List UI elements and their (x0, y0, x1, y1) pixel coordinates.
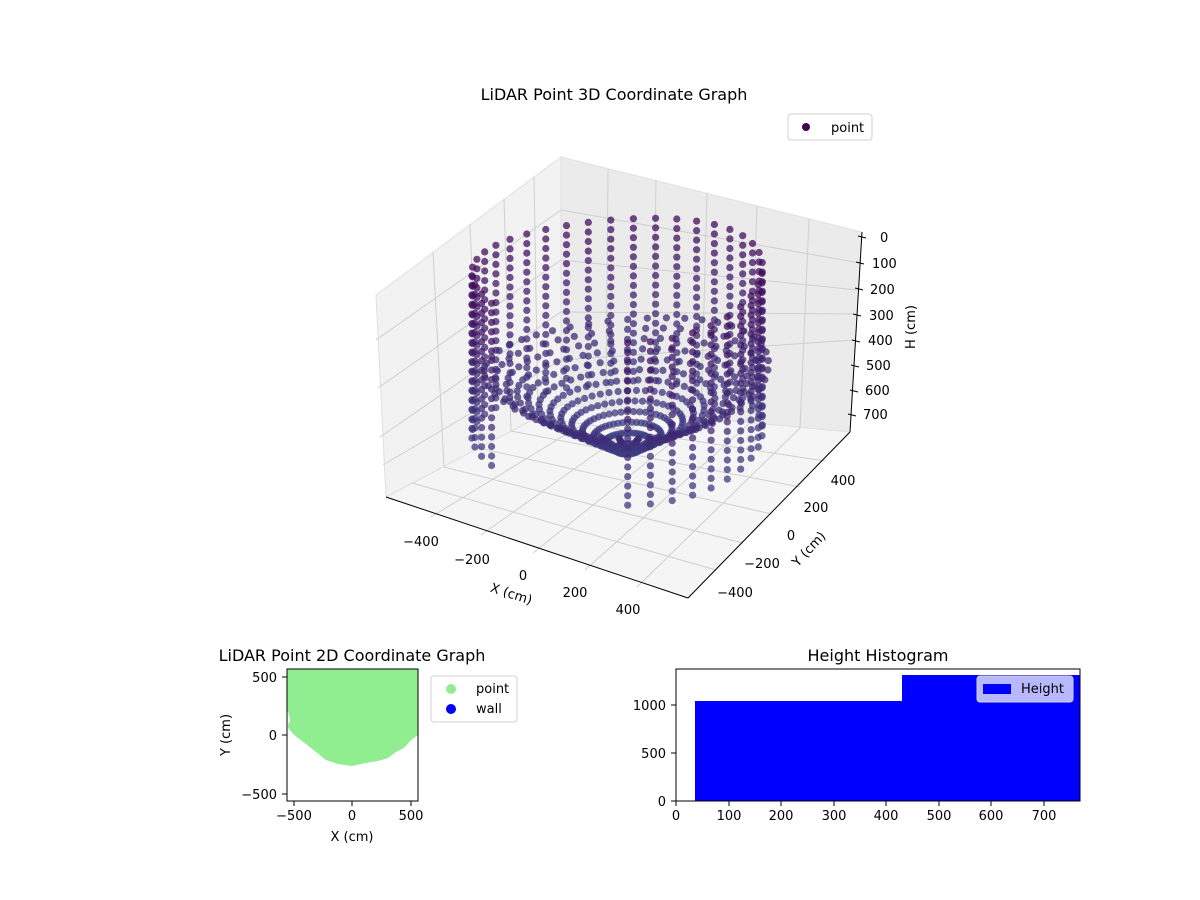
svg-text:−200: −200 (744, 557, 780, 572)
z-ticks (847, 235, 867, 417)
svg-text:1000: 1000 (633, 699, 666, 714)
svg-text:0: 0 (787, 529, 795, 544)
chart-2d: LiDAR Point 2D Coordinate Graph 500 0 −5… (219, 646, 518, 845)
chart-2d-title: LiDAR Point 2D Coordinate Graph (219, 646, 486, 665)
x-axis-label: X (cm) (488, 581, 534, 609)
histogram-title: Height Histogram (808, 646, 949, 665)
svg-text:500: 500 (641, 747, 666, 762)
histogram-bar-1 (695, 701, 902, 801)
y-axis-line (687, 431, 851, 599)
legend-point-marker (802, 123, 810, 131)
svg-text:−500: −500 (276, 809, 312, 824)
svg-text:700: 700 (863, 408, 888, 423)
svg-text:300: 300 (822, 809, 847, 824)
svg-text:Height: Height (1021, 682, 1064, 697)
svg-text:300: 300 (869, 309, 894, 324)
y-axis-label-2d: Y (cm) (219, 714, 234, 757)
y-tick-labels: −400 −200 0 200 400 (717, 474, 855, 601)
chart-3d-legend: point (787, 113, 873, 141)
svg-text:500: 500 (927, 809, 952, 824)
svg-text:0: 0 (348, 809, 356, 824)
svg-text:0: 0 (672, 809, 680, 824)
svg-text:−400: −400 (717, 586, 753, 601)
chart-3d-title: LiDAR Point 3D Coordinate Graph (481, 85, 748, 104)
z-tick-labels: 0 100 200 300 400 500 600 700 (863, 231, 897, 423)
svg-text:400: 400 (874, 809, 899, 824)
svg-text:100: 100 (717, 809, 742, 824)
svg-text:600: 600 (979, 809, 1004, 824)
chart-2d-legend: point wall (430, 675, 518, 723)
z-axis-line (849, 231, 863, 433)
svg-text:500: 500 (399, 809, 424, 824)
svg-text:−400: −400 (403, 535, 439, 550)
svg-text:−200: −200 (454, 553, 490, 568)
svg-text:500: 500 (866, 359, 891, 374)
chart-histogram: Height Histogram 1000 500 0 0 100 200 30… (633, 646, 1081, 824)
svg-text:0: 0 (519, 569, 527, 584)
svg-text:400: 400 (868, 334, 893, 349)
svg-text:500: 500 (252, 671, 277, 686)
svg-text:200: 200 (769, 809, 794, 824)
svg-text:600: 600 (865, 384, 890, 399)
svg-text:wall: wall (476, 702, 502, 717)
histogram-legend: Height (976, 675, 1074, 703)
x-tick-labels: −400 −200 0 200 400 (403, 535, 640, 618)
point-cloud (468, 214, 772, 509)
z-axis-label: H (cm) (904, 305, 919, 349)
svg-text:200: 200 (870, 283, 895, 298)
svg-text:100: 100 (872, 257, 897, 272)
svg-text:700: 700 (1032, 809, 1057, 824)
svg-text:0: 0 (880, 231, 888, 246)
svg-text:400: 400 (831, 474, 856, 489)
svg-text:400: 400 (616, 603, 641, 618)
svg-text:200: 200 (563, 586, 588, 601)
svg-text:0: 0 (658, 795, 666, 810)
svg-text:0: 0 (269, 729, 277, 744)
svg-text:point: point (831, 121, 864, 136)
svg-text:−500: −500 (241, 788, 277, 803)
svg-text:point: point (476, 682, 509, 697)
x-axis-label-2d: X (cm) (331, 830, 374, 845)
x-axis-line (385, 496, 689, 599)
svg-text:200: 200 (804, 501, 829, 516)
scatter-region (287, 669, 418, 766)
chart-3d: LiDAR Point 3D Coordinate Graph (375, 85, 919, 618)
